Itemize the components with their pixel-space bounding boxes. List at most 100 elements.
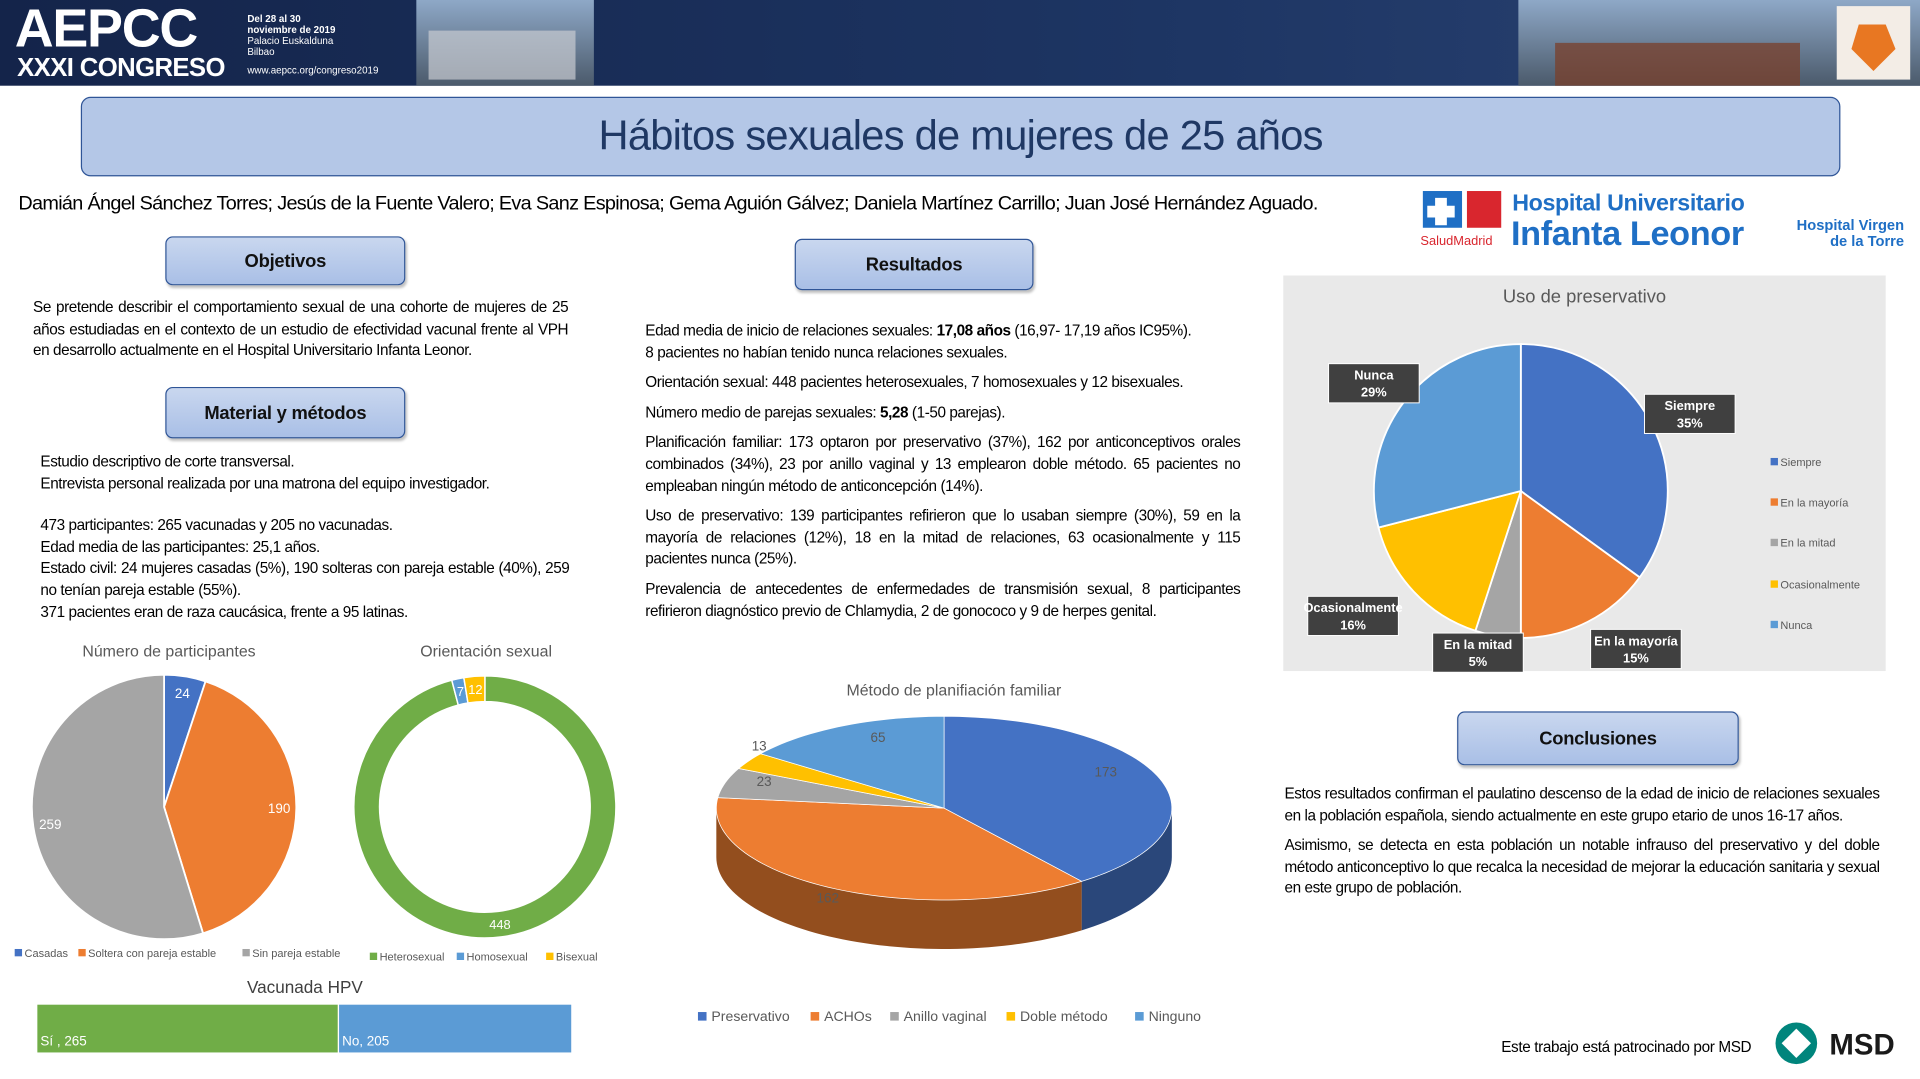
data-label: No, 205 <box>342 1034 389 1049</box>
region: SaludMadrid <box>1420 233 1492 248</box>
paragraph: Asimismo, se detecta en esta población u… <box>1284 836 1880 897</box>
legend-label: Casadas <box>24 948 68 960</box>
highlight: 17,08 años <box>936 322 1011 340</box>
data-label: 13 <box>752 739 767 754</box>
legend-swatch <box>1770 620 1778 629</box>
pie-slice <box>759 715 945 809</box>
data-label: 16% <box>1340 617 1366 632</box>
month: noviembre de 2019 <box>247 25 336 36</box>
data-label: 15% <box>1623 650 1649 665</box>
data-label: 23 <box>757 774 772 789</box>
hospital-name: Hospital Universitario <box>1512 190 1744 216</box>
data-label: 5% <box>1469 654 1488 669</box>
sponsor: Este trabajo está patrocinado por MSD <box>1501 1039 1751 1056</box>
data-label: 29% <box>1361 385 1387 400</box>
legend-label: ACHOs <box>824 1008 872 1024</box>
data-label-box <box>1590 628 1682 670</box>
text-line: Entrevista personal realizada por una ma… <box>40 474 490 492</box>
legend-label: Sin pareja estable <box>252 948 340 960</box>
paragraph: Orientación sexual: 448 pacientes hetero… <box>645 373 1184 391</box>
pie-slice <box>163 680 298 935</box>
title: Hábitos sexuales de mujeres de 25 años <box>80 96 1841 177</box>
paragraph: Edad media de inicio de relaciones sexua… <box>645 321 1240 364</box>
legend-label: Siempre <box>1780 457 1821 469</box>
conclusions-text: Estos resultados confirman el paulatino … <box>1284 784 1880 909</box>
data-label: 24 <box>175 686 190 701</box>
congress: XXXI CONGRESO <box>17 54 225 82</box>
pie-slice <box>943 715 1173 882</box>
url: www.aepcc.org/congreso2019 <box>246 65 378 76</box>
text: (1-50 parejas). <box>908 403 1006 421</box>
pie-slice <box>1377 489 1523 632</box>
pie-slice <box>30 673 205 941</box>
paragraph: Planificación familiar: 173 optaron por … <box>645 433 1241 495</box>
data-label-box <box>1328 363 1420 404</box>
data-label: 162 <box>817 890 839 905</box>
data-label: 190 <box>268 801 290 816</box>
legend-swatch <box>697 1012 707 1021</box>
legend-swatch <box>546 952 554 961</box>
text-line: 473 participantes: 265 vacunadas y 205 n… <box>40 516 393 535</box>
data-label: 65 <box>870 730 885 745</box>
legend-label: Heterosexual <box>380 952 445 964</box>
text: Edad media de inicio de relaciones sexua… <box>645 322 937 340</box>
text-line: Estudio descriptivo de corte transversal… <box>40 453 295 471</box>
legend-swatch <box>1006 1012 1016 1021</box>
data-label: 448 <box>489 917 510 932</box>
hospital-name: de la Torre <box>1830 234 1904 250</box>
section-heading: Resultados <box>794 238 1034 291</box>
legend-swatch <box>1770 498 1778 506</box>
paragraph: Número medio de parejas sexuales: 5,28 (… <box>645 403 1240 425</box>
data-label: En la mayoría <box>1594 633 1678 648</box>
legend-swatch <box>1135 1012 1144 1021</box>
paragraph: Estos resultados confirman el paulatino … <box>1284 784 1880 824</box>
highlight: 5,28 <box>880 403 909 421</box>
donut-slice <box>462 675 486 704</box>
legend-swatch <box>810 1012 820 1021</box>
legend-swatch <box>1770 538 1778 547</box>
pie-side <box>716 808 1082 949</box>
section-heading: Material y métodos <box>165 386 406 439</box>
objectives-text: Se pretende describir el comportamiento … <box>33 298 569 360</box>
results-text: Edad media de inicio de relaciones sexua… <box>645 321 1241 631</box>
data-label: 12 <box>468 682 482 697</box>
bar <box>337 1003 573 1054</box>
legend-label: En la mayoría <box>1780 497 1849 509</box>
legend-label: Homosexual <box>467 952 528 964</box>
data-label: Siempre <box>1664 398 1715 413</box>
donut-slice <box>353 675 617 939</box>
data-label: Ocasionalmente <box>1303 600 1402 615</box>
legend-swatch <box>78 948 86 957</box>
text-line: Edad media de las participantes: 25,1 añ… <box>40 538 320 556</box>
pie-slice <box>717 768 945 809</box>
text: 8 pacientes no habían tenido nunca relac… <box>645 343 1008 361</box>
chart-title: Vacunada HPV <box>247 977 363 997</box>
text: (16,97- 17,19 años IC95%). <box>1010 322 1192 340</box>
text-line: 371 pacientes eran de raza caucásica, fr… <box>40 603 408 621</box>
madrid-cross <box>1427 197 1455 226</box>
legend-swatch <box>890 1012 899 1021</box>
legend-swatch <box>14 948 23 957</box>
hospital-name: Hospital Virgen <box>1797 218 1904 234</box>
data-label: 259 <box>39 817 61 832</box>
legend-label: Bisexual <box>556 952 598 964</box>
legend-label: Soltera con pareja estable <box>88 948 216 960</box>
legend-label: Nunca <box>1780 620 1813 632</box>
msd-logo-mark <box>1781 1028 1812 1058</box>
section-heading: Objetivos <box>165 236 406 286</box>
spacer <box>40 495 569 516</box>
legend-swatch <box>1770 580 1778 588</box>
brand: AEPCC <box>15 0 198 59</box>
data-label: 7 <box>457 684 464 699</box>
authors: Damián Ángel Sánchez Torres; Jesús de la… <box>18 192 1318 215</box>
pie-slice <box>737 753 945 809</box>
data-label: En la mitad <box>1444 637 1513 652</box>
legend-label: Preservativo <box>711 1008 789 1024</box>
paragraph: Uso de preservativo: 139 participantes r… <box>645 507 1241 568</box>
legend-swatch <box>456 952 465 961</box>
data-label-box <box>1644 393 1736 434</box>
city: Bilbao <box>247 47 275 58</box>
